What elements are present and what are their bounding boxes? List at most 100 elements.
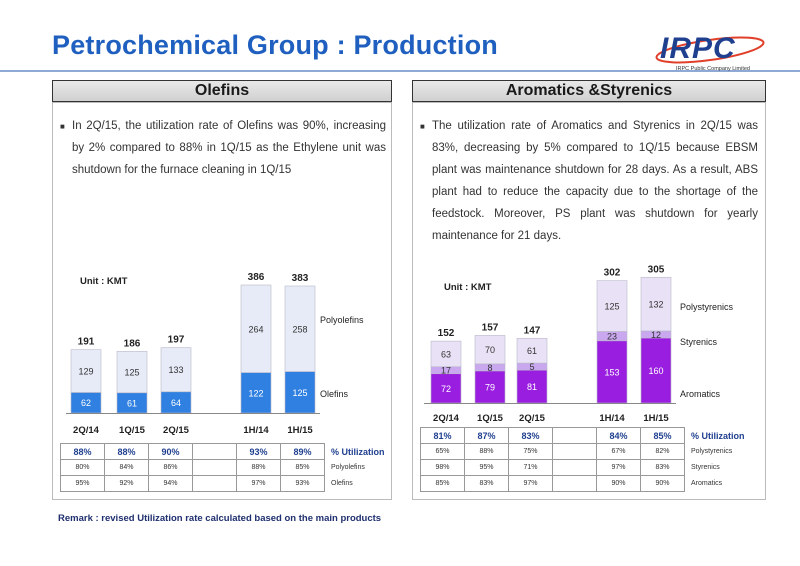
data-label: 61 <box>127 398 137 408</box>
olefins-description: In 2Q/15, the utilization rate of Olefin… <box>72 120 386 176</box>
table-cell: 93% <box>236 443 281 460</box>
table-cell: 82% <box>640 443 685 460</box>
table-cell: 80% <box>60 459 105 476</box>
tick-label: 1H/14 <box>599 413 625 424</box>
total-label: 197 <box>168 335 185 346</box>
data-label: 160 <box>648 366 663 376</box>
table-cell: 85% <box>640 427 685 444</box>
table-cell: 83% <box>640 459 685 476</box>
table-cell: 75% <box>508 443 553 460</box>
bar-segment <box>474 335 506 365</box>
data-label: 258 <box>292 324 307 334</box>
table-cell: 97% <box>508 475 553 492</box>
table-cell: 90% <box>148 443 193 460</box>
aromatics-panel <box>412 102 766 500</box>
data-label: 125 <box>124 368 139 378</box>
tick-label: 1H/14 <box>243 425 269 436</box>
logo-tagline: IRPC Public Company Limited <box>676 66 750 72</box>
table-cell: 90% <box>640 475 685 492</box>
data-label: 153 <box>604 367 619 377</box>
table-cell: 94% <box>148 475 193 492</box>
data-label: 81 <box>527 382 537 392</box>
data-label: 79 <box>485 382 495 392</box>
legend-label: Polyolefins <box>320 315 364 325</box>
table-row: 98% 95% 71% 97% 83% Styrenics <box>420 459 764 476</box>
data-label: 125 <box>292 388 307 398</box>
data-label: 132 <box>648 300 663 310</box>
table-row: 81% 87% 83% 84% 85% % Utilization <box>420 427 764 444</box>
olefins-production-chart: 62 129 191 2Q/14 61 125 186 1Q/15 64 133 197 2Q/15 1… <box>66 272 364 436</box>
aromatics-utilization-table: 81% 87% 83% 84% 85% % Utilization 65% 88… <box>420 427 764 492</box>
tick-label: 2Q/15 <box>519 413 546 424</box>
bar-segment <box>596 340 628 404</box>
aromatics-header: Aromatics &Styrenics <box>412 80 766 102</box>
table-cell: 92% <box>104 475 149 492</box>
tick-label: 2Q/14 <box>433 413 460 424</box>
table-cell: 97% <box>596 459 641 476</box>
table-cell: 98% <box>420 459 465 476</box>
total-label: 147 <box>524 325 541 336</box>
table-cell: 88% <box>236 459 281 476</box>
table-row: 88% 88% 90% 93% 89% % Utilization <box>60 443 390 460</box>
tick-label: 1H/15 <box>287 425 313 436</box>
table-cell: 86% <box>148 459 193 476</box>
legend-label: Styrenics <box>680 337 718 347</box>
data-label: 72 <box>441 384 451 394</box>
table-cell <box>552 427 597 444</box>
table-cell: 95% <box>60 475 105 492</box>
data-label: 64 <box>171 398 181 408</box>
total-label: 383 <box>292 273 309 284</box>
table-cell: 87% <box>464 427 509 444</box>
data-label: 62 <box>81 398 91 408</box>
bar-segment <box>116 351 148 394</box>
table-cell: 65% <box>420 443 465 460</box>
data-label: 264 <box>248 324 263 334</box>
olefins-header: Olefins <box>52 80 392 102</box>
table-row: 85% 83% 97% 90% 90% Aromatics <box>420 475 764 492</box>
table-cell <box>552 443 597 460</box>
row-label: Styrenics <box>691 464 720 471</box>
row-label: Polyolefins <box>331 464 365 471</box>
row-label: Aromatics <box>691 480 723 487</box>
bar-segment <box>640 337 672 404</box>
irpc-logo <box>655 36 765 64</box>
olefins-panel <box>52 102 392 500</box>
table-cell: 89% <box>280 443 325 460</box>
total-label: 157 <box>482 322 499 333</box>
data-label: 63 <box>441 349 451 359</box>
table-cell: 90% <box>596 475 641 492</box>
bar-segment <box>240 372 272 414</box>
table-cell: 71% <box>508 459 553 476</box>
tick-label: 1Q/15 <box>477 413 504 424</box>
table-cell: 81% <box>420 427 465 444</box>
total-label: 302 <box>604 268 621 279</box>
table-cell: 88% <box>464 443 509 460</box>
bullet-icon: ■ <box>420 122 425 131</box>
table-cell <box>192 443 237 460</box>
bar-segment <box>640 276 672 332</box>
row-label: % Utilization <box>691 430 745 441</box>
total-label: 305 <box>648 264 665 275</box>
data-label: 70 <box>485 345 495 355</box>
table-cell <box>552 475 597 492</box>
table-cell <box>552 459 597 476</box>
data-label: 129 <box>78 367 93 377</box>
table-cell: 95% <box>464 459 509 476</box>
table-cell: 97% <box>236 475 281 492</box>
total-label: 191 <box>78 337 95 348</box>
aromatics-unit-label: Unit : KMT <box>444 282 492 293</box>
row-label: Olefins <box>331 480 353 487</box>
table-cell: 83% <box>464 475 509 492</box>
table-row: 95% 92% 94% 97% 93% Olefins <box>60 475 390 492</box>
table-cell: 88% <box>104 443 149 460</box>
bar-segment <box>70 349 102 393</box>
page-title: Petrochemical Group : Production <box>52 30 498 60</box>
table-row: 80% 84% 86% 88% 85% Polyolefins <box>60 459 390 476</box>
table-cell <box>192 459 237 476</box>
data-label: 122 <box>248 388 263 398</box>
title-divider <box>0 70 800 72</box>
table-cell: 93% <box>280 475 325 492</box>
row-label: Polystyrenics <box>691 448 733 455</box>
bar-segment <box>160 347 192 393</box>
data-label: 17 <box>441 366 451 376</box>
